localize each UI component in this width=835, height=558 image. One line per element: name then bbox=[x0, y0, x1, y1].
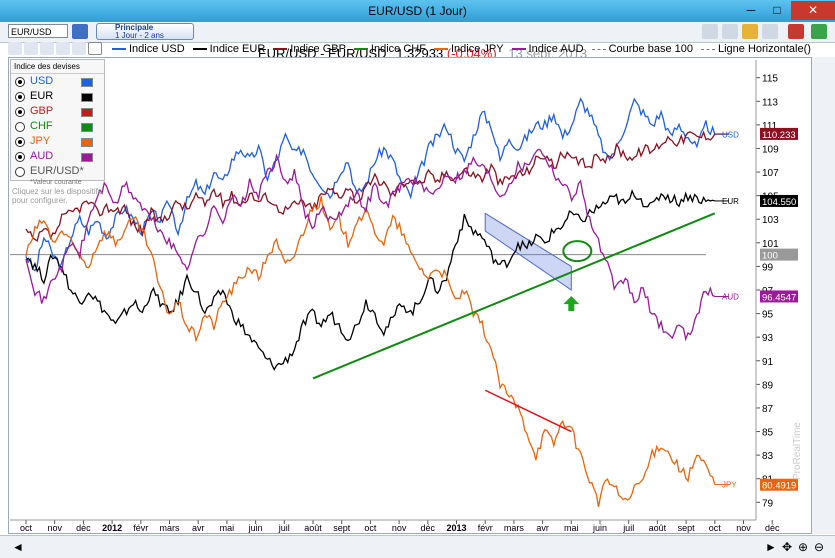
legend-label: Indice CHF bbox=[370, 43, 426, 55]
legend-swatch bbox=[700, 48, 715, 50]
bottom-scroll-bar: ◄ ► ✥ ⊕ ⊖ bbox=[0, 535, 835, 558]
legend-label: Indice USD bbox=[129, 43, 185, 55]
minimize-button[interactable]: ─ bbox=[746, 3, 756, 17]
flag-icon bbox=[81, 108, 93, 117]
window-title: EUR/USD (1 Jour) bbox=[368, 4, 467, 18]
legend-label: Indice EUR bbox=[209, 43, 266, 55]
pen-tool-icon[interactable] bbox=[56, 42, 70, 55]
legend-label: Indice AUD bbox=[528, 43, 584, 55]
flag-icon bbox=[81, 153, 93, 162]
flag-icon bbox=[81, 138, 93, 147]
legend-swatch bbox=[353, 48, 368, 51]
line-tool-icon[interactable] bbox=[24, 42, 38, 55]
legend-item[interactable]: Indice GBP bbox=[273, 43, 346, 55]
currency-row[interactable]: JPY bbox=[11, 134, 104, 149]
flag-icon bbox=[81, 93, 93, 102]
book-icon[interactable] bbox=[72, 24, 88, 39]
drawing-toolbar bbox=[8, 42, 108, 56]
legend-label: Indice JPY bbox=[450, 43, 504, 55]
zoom-in-icon[interactable]: ⊕ bbox=[798, 540, 809, 554]
currency-label: USD bbox=[30, 75, 54, 87]
tools-icon[interactable] bbox=[702, 24, 718, 39]
text-tool-icon[interactable] bbox=[72, 42, 86, 55]
radio-button[interactable] bbox=[15, 107, 25, 117]
radio-button[interactable] bbox=[15, 122, 25, 132]
legend-item[interactable]: Indice AUD bbox=[511, 43, 584, 55]
currency-label: EUR bbox=[30, 90, 54, 102]
flag-icon[interactable] bbox=[762, 24, 778, 39]
alert-icon[interactable] bbox=[788, 24, 804, 39]
legend-item[interactable]: Ligne Horizontale() bbox=[700, 43, 811, 55]
chart-toolbar: EUR/USD Principale 1 Jour - 2 ans EUR/US… bbox=[0, 22, 835, 61]
legend-label: Ligne Horizontale() bbox=[717, 43, 811, 55]
legend-swatch bbox=[192, 48, 207, 51]
legend-swatch bbox=[591, 48, 606, 50]
pan-icon[interactable]: ✥ bbox=[782, 540, 793, 554]
cursor-icon[interactable] bbox=[8, 42, 22, 55]
currency-label: JPY bbox=[30, 135, 51, 147]
currency-row[interactable]: EUR/USD* bbox=[11, 164, 104, 179]
currency-label: CHF bbox=[30, 120, 53, 132]
panel-hint: Cliquez sur les dispositifs pour configu… bbox=[12, 187, 102, 205]
legend-item[interactable]: Indice EUR bbox=[192, 43, 266, 55]
legend-item[interactable]: Indice USD bbox=[112, 43, 185, 55]
legend-swatch bbox=[433, 48, 448, 51]
panel-note: *Valeur courante bbox=[30, 179, 82, 186]
chart-frame bbox=[8, 57, 812, 534]
order-icon[interactable] bbox=[811, 24, 827, 39]
mode-subtitle: 1 Jour - 2 ans bbox=[115, 31, 164, 40]
currency-row[interactable]: EUR bbox=[11, 89, 104, 104]
radio-button[interactable] bbox=[15, 92, 25, 102]
chart-settings-icon[interactable] bbox=[722, 24, 738, 39]
scroll-left-icon[interactable]: ◄ bbox=[12, 540, 24, 554]
legend-item[interactable]: Indice JPY bbox=[433, 43, 504, 55]
maximize-button[interactable]: □ bbox=[773, 3, 781, 17]
currency-index-panel: Indice des devises USD EUR GBP CHF JPY AUD EUR… bbox=[10, 59, 105, 186]
fibo-tool-icon[interactable] bbox=[40, 42, 54, 55]
currency-label: GBP bbox=[30, 105, 54, 117]
currency-label: EUR/USD* bbox=[30, 165, 84, 177]
paint-icon[interactable] bbox=[742, 24, 758, 39]
currency-row[interactable]: USD bbox=[11, 74, 104, 89]
right-sidebar bbox=[812, 57, 835, 534]
mode-title: Principale bbox=[115, 23, 154, 32]
rectangle-tool-icon[interactable] bbox=[88, 42, 102, 55]
mode-selector[interactable]: Principale 1 Jour - 2 ans bbox=[96, 23, 194, 40]
chart-legend: Indice USD Indice EUR Indice GBP Indice CHF… bbox=[112, 43, 819, 56]
currency-row[interactable]: CHF bbox=[11, 119, 104, 134]
legend-item[interactable]: Indice CHF bbox=[353, 43, 426, 55]
zoom-out-icon[interactable]: ⊖ bbox=[814, 540, 825, 554]
radio-button[interactable] bbox=[15, 77, 25, 87]
legend-label: Courbe base 100 bbox=[608, 43, 693, 55]
legend-label: Indice GBP bbox=[290, 43, 346, 55]
currency-row[interactable]: GBP bbox=[11, 104, 104, 119]
flag-icon bbox=[81, 78, 93, 87]
panel-title: Indice des devises bbox=[11, 60, 104, 74]
legend-swatch bbox=[511, 48, 526, 51]
flag-icon bbox=[81, 123, 93, 132]
radio-button[interactable] bbox=[15, 152, 25, 162]
symbol-input[interactable]: EUR/USD bbox=[8, 24, 68, 38]
radio-button[interactable] bbox=[15, 167, 25, 177]
legend-swatch bbox=[112, 48, 126, 51]
scroll-right-icon[interactable]: ► bbox=[765, 540, 777, 554]
legend-item[interactable]: Courbe base 100 bbox=[591, 43, 693, 55]
radio-button[interactable] bbox=[15, 137, 25, 147]
title-bar: EUR/USD (1 Jour) ─ □ ✕ bbox=[0, 0, 835, 22]
close-button[interactable]: ✕ bbox=[791, 1, 835, 20]
currency-row[interactable]: AUD bbox=[11, 149, 104, 164]
currency-label: AUD bbox=[30, 150, 54, 162]
legend-swatch bbox=[273, 48, 288, 51]
